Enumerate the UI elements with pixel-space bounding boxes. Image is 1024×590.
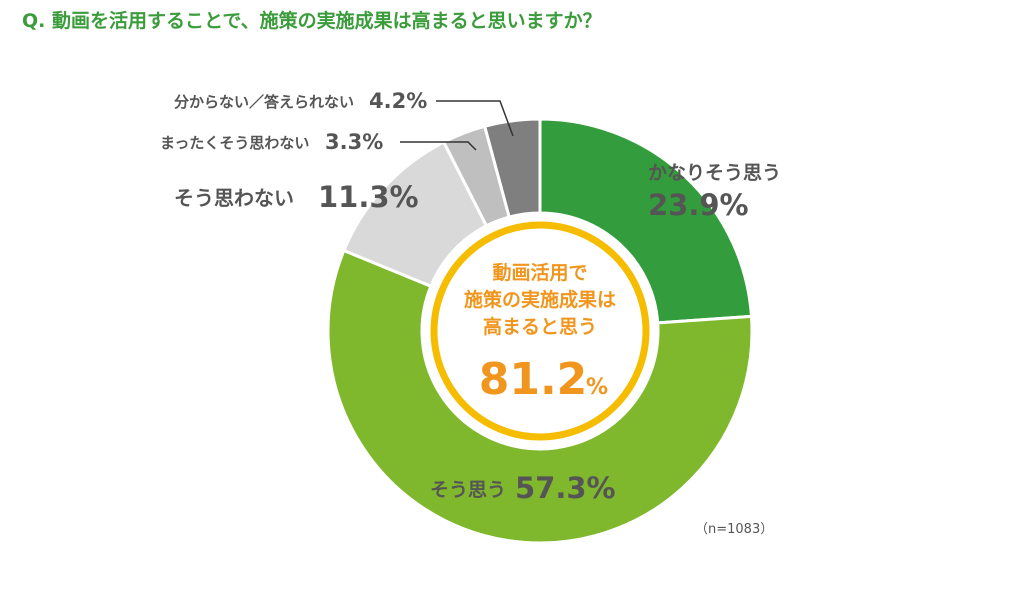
label-strongly-disagree-category: まったくそう思わない (160, 134, 309, 152)
label-agree-value: 57.3% (515, 471, 616, 505)
label-strongly-disagree-value: 3.3% (325, 130, 383, 154)
leader-line-unknown (436, 100, 514, 137)
center-label-line1: 動画活用で (492, 261, 587, 284)
label-disagree-category: そう思わない (174, 186, 294, 210)
label-disagree-value: 11.3% (318, 180, 419, 214)
label-unknown-value: 4.2% (369, 89, 427, 113)
slice-very-much-agree (538, 117, 754, 325)
label-very-much-agree-value: 23.9% (648, 188, 749, 222)
center-label-line3: 高まると思う (483, 315, 597, 338)
label-agree-category: そう思う (430, 479, 506, 501)
center-highlight-ring (430, 221, 650, 441)
sample-size-note: （n=1083） (695, 522, 774, 537)
center-label-line2: 施策の実施成果は (464, 288, 616, 311)
center-unit: % (586, 375, 608, 400)
label-very-much-agree-category: かなりそう思う (648, 162, 781, 184)
question-title: Q. 動画を活用することで、施策の実施成果は高まると思いますか？ (22, 10, 602, 32)
center-value: 81.2 (479, 354, 588, 405)
slice-unknown (482, 117, 542, 219)
slice-agree (326, 248, 754, 545)
label-unknown-category: 分からない／答えられない (174, 93, 354, 111)
leader-line-strongly-disagree (400, 141, 477, 151)
